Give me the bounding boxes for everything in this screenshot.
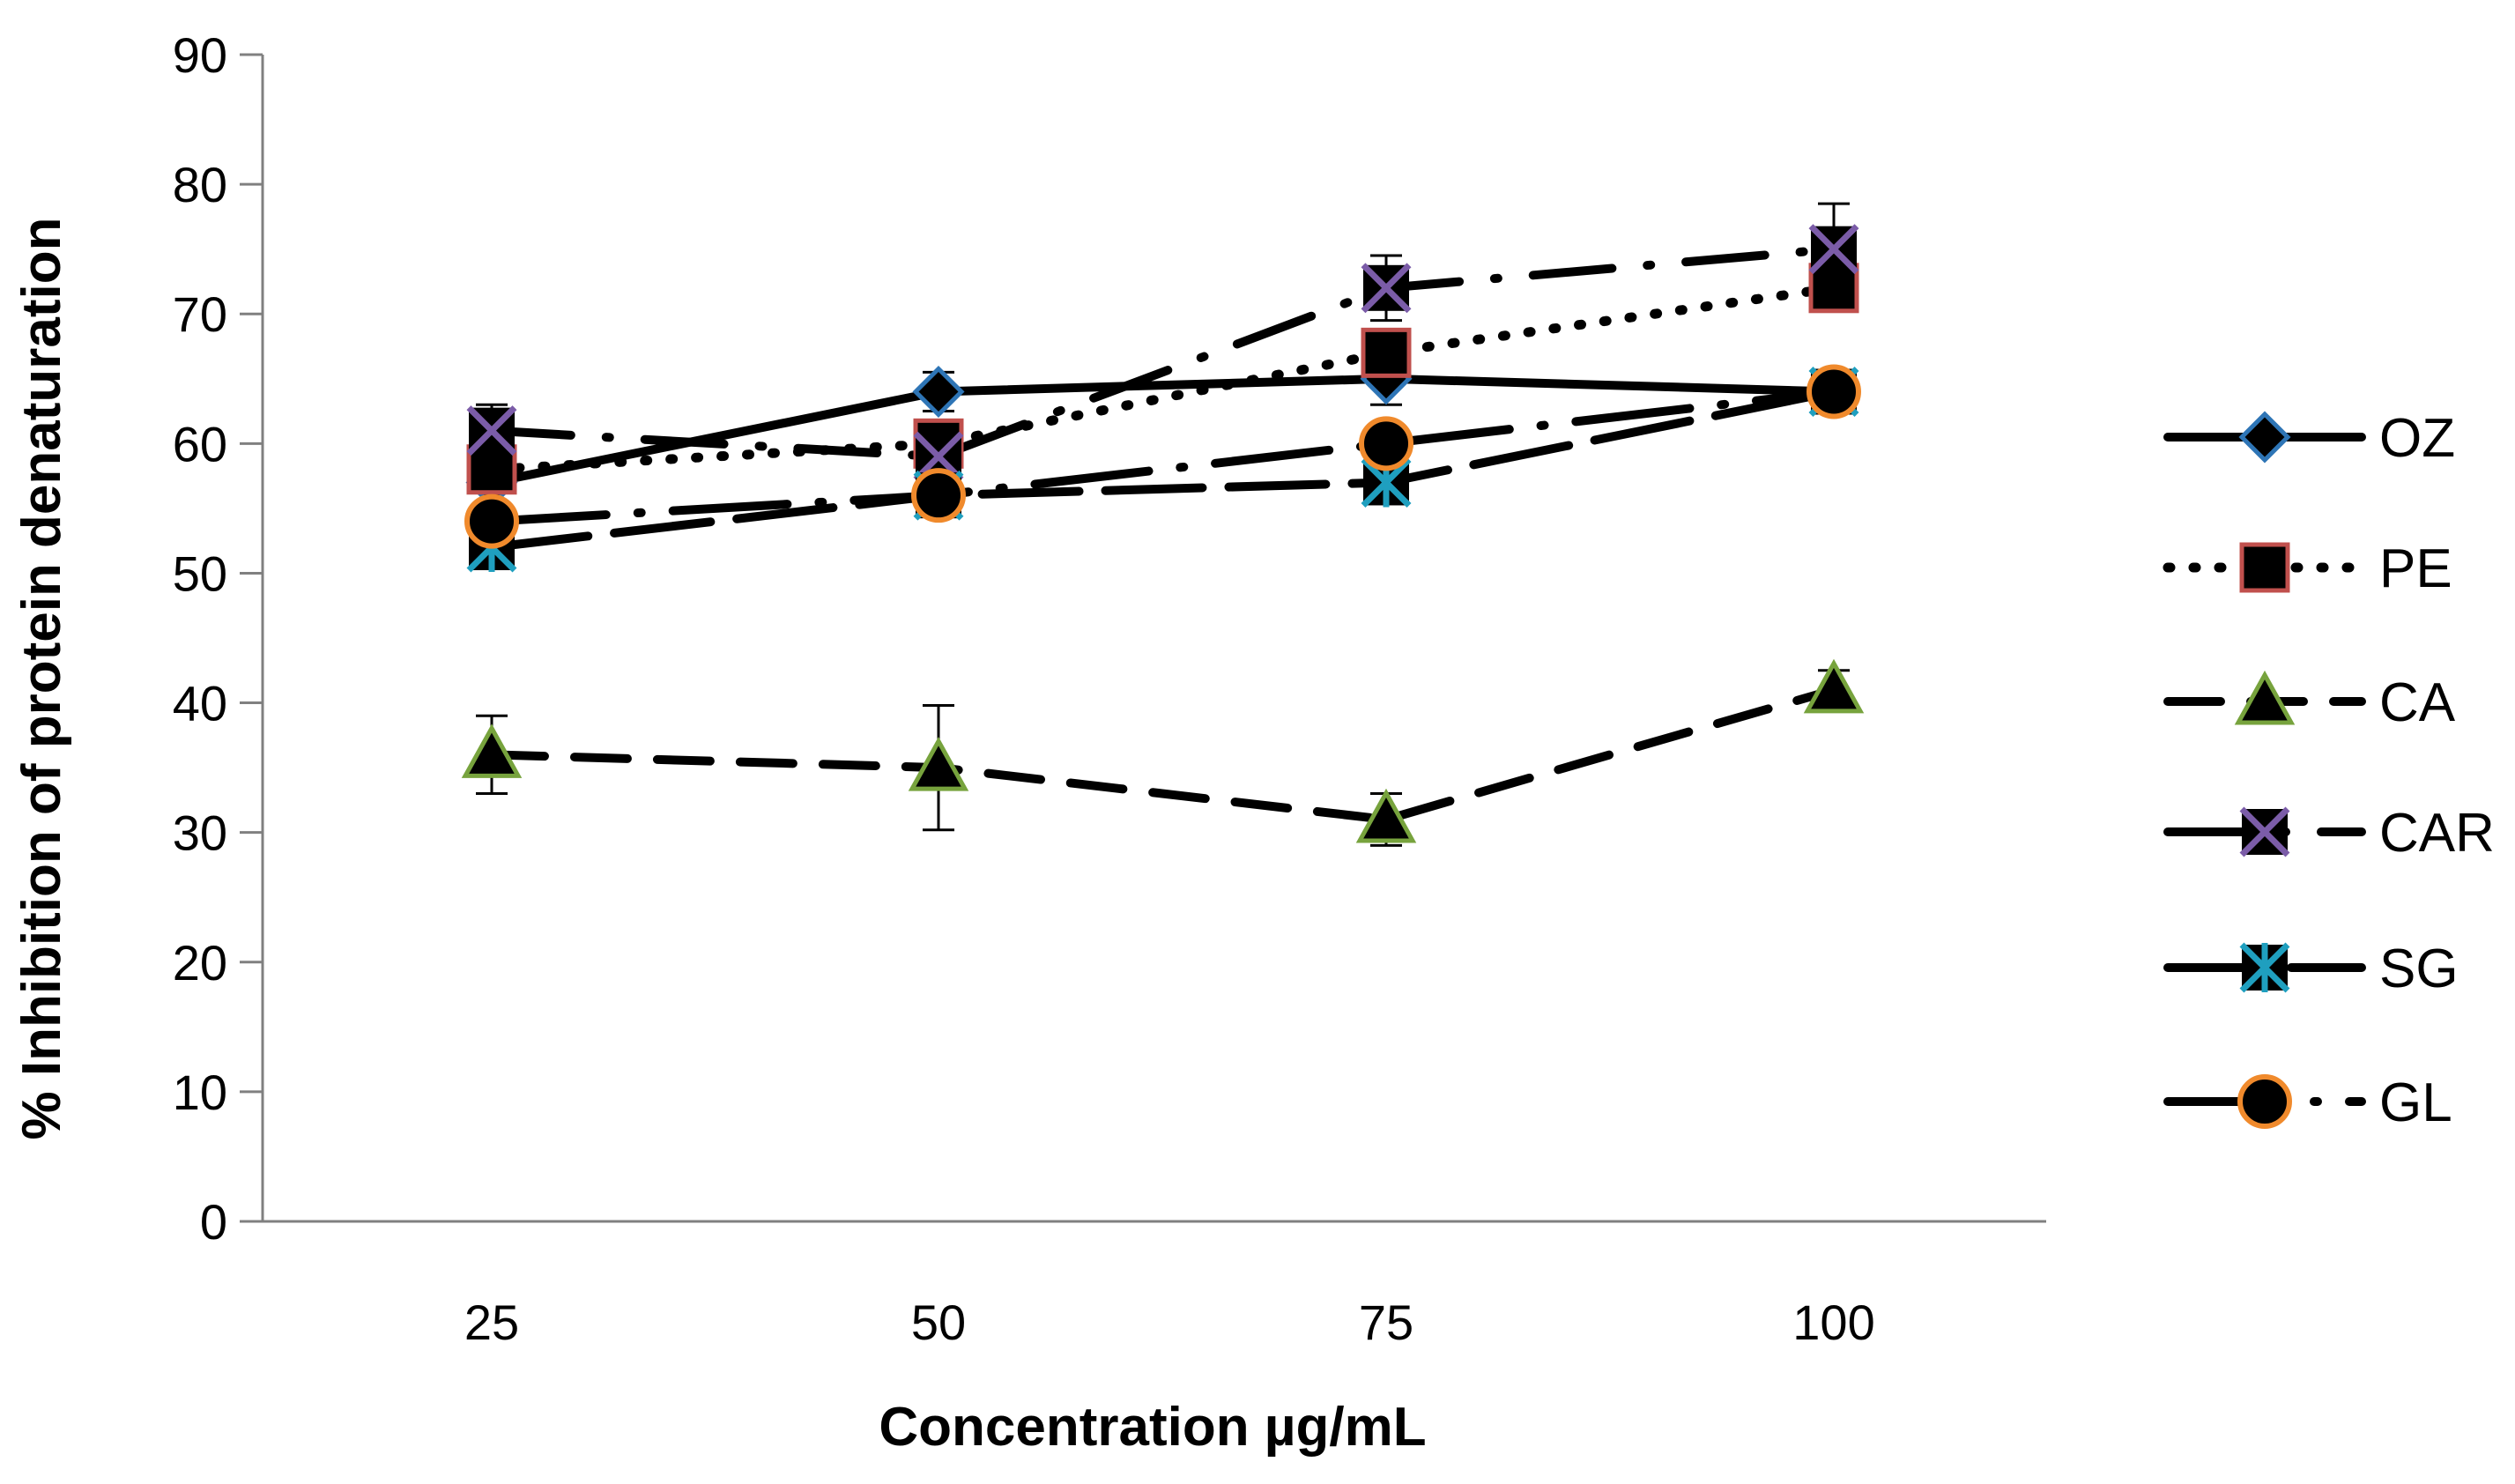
legend-label: CA — [2379, 672, 2456, 733]
data-point-ca — [461, 723, 523, 778]
legend-marker — [2239, 542, 2290, 593]
data-point-ca — [1355, 788, 1417, 843]
series-line-oz — [487, 374, 1838, 487]
legend-label: GL — [2379, 1072, 2452, 1133]
y-tick-label: 50 — [173, 545, 227, 601]
legend: OZ PE CA CAR SG GL — [2163, 408, 2495, 1133]
data-point-car — [1361, 263, 1412, 314]
legend-label: CAR — [2379, 803, 2495, 864]
legend-entry-ca: CA — [2163, 670, 2456, 733]
legend-marker — [2239, 942, 2290, 993]
data-point-pe — [466, 444, 517, 495]
y-axis-title: % Inhibition of protein denaturation — [11, 217, 72, 1139]
data-point-ca — [908, 736, 969, 791]
x-axis-title: Concentration µg/mL — [879, 1397, 1426, 1458]
y-tick-label: 60 — [173, 416, 227, 471]
legend-entry-sg: SG — [2163, 939, 2459, 999]
legend-entry-oz: OZ — [2163, 408, 2455, 469]
y-tick-label: 30 — [173, 805, 227, 861]
legend-entry-gl: GL — [2163, 1072, 2452, 1133]
legend-marker — [2238, 411, 2291, 464]
data-point-car — [466, 405, 517, 456]
data-point-pe — [1361, 327, 1412, 378]
data-point-gl — [911, 468, 966, 523]
data-point-ca — [1803, 658, 1865, 714]
data-point-oz — [912, 365, 965, 419]
series-line-car — [487, 244, 1838, 462]
y-tick-label: 80 — [173, 157, 227, 212]
legend-label: OZ — [2379, 408, 2455, 469]
legend-entry-car: CAR — [2163, 803, 2495, 864]
series-line-ca — [487, 685, 1838, 824]
y-tick-label: 90 — [173, 27, 227, 83]
y-tick-label: 10 — [173, 1065, 227, 1120]
legend-marker — [2237, 1074, 2292, 1129]
data-point-gl — [1359, 416, 1413, 471]
legend-marker — [2239, 806, 2290, 857]
series-line-sg — [487, 387, 1838, 553]
y-tick-label: 70 — [173, 286, 227, 342]
axes: 0 10 20 30 40 50 60 70 80 90 25 50 75 100 — [173, 27, 2046, 1350]
legend-label: SG — [2379, 939, 2459, 999]
y-tick-label: 0 — [200, 1194, 227, 1250]
x-tick-label: 25 — [464, 1295, 519, 1350]
x-tick-label: 100 — [1792, 1295, 1874, 1350]
x-tick-label: 75 — [1359, 1295, 1413, 1350]
series-line-pe — [486, 283, 1839, 475]
series-line-gl — [487, 387, 1838, 526]
x-tick-label: 50 — [911, 1295, 966, 1350]
y-tick-label: 40 — [173, 676, 227, 731]
legend-label: PE — [2379, 538, 2452, 599]
data-point-gl — [464, 493, 519, 549]
data-point-pe — [1808, 263, 1859, 314]
y-tick-label: 20 — [173, 935, 227, 991]
data-point-gl — [1806, 364, 1861, 419]
legend-marker — [2234, 670, 2296, 725]
data-point-car — [1808, 224, 1859, 275]
plot-area — [461, 202, 1865, 847]
legend-entry-pe: PE — [2163, 538, 2452, 599]
